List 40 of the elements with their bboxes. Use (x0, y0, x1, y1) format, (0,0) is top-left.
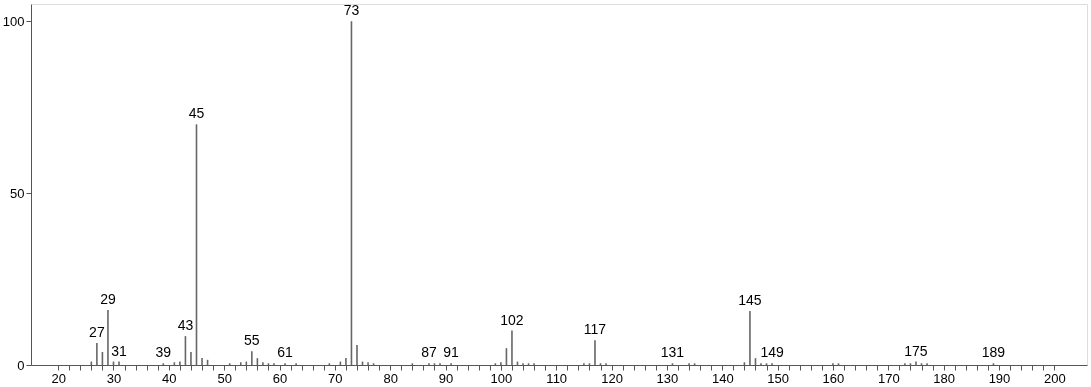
x-tick-label: 80 (383, 370, 398, 386)
x-tick-label: 60 (272, 370, 288, 386)
annotation: 55 (244, 332, 260, 349)
x-tick-label: 50 (217, 370, 232, 386)
y-tick-label: 50 (10, 185, 25, 201)
annotation: 117 (583, 321, 607, 338)
x-tick-label: 110 (546, 370, 568, 386)
annotation: 145 (738, 292, 762, 309)
x-tick-label: 40 (162, 370, 177, 386)
x-tick-label: 150 (767, 370, 789, 386)
annotation: 73 (343, 2, 360, 19)
annotation: 131 (660, 344, 685, 361)
x-tick-label: 200 (1043, 370, 1066, 386)
annotation: 91 (443, 344, 460, 361)
annotation: 45 (188, 105, 205, 122)
annotation: 175 (904, 342, 928, 359)
x-tick-label: 70 (328, 370, 343, 386)
annotation: 61 (277, 344, 294, 361)
annotation: 31 (111, 342, 128, 359)
y-tick-label: 0 (17, 357, 25, 373)
x-tick-label: 20 (51, 370, 66, 386)
x-tick-label: 30 (106, 370, 122, 386)
x-tick-label: 130 (656, 370, 679, 386)
x-tick-label: 120 (601, 370, 623, 386)
annotation: 102 (500, 311, 524, 328)
x-tick-label: 90 (438, 370, 454, 386)
annotation: 87 (421, 344, 437, 361)
x-tick-label: 170 (877, 370, 900, 386)
y-tick-label: 100 (2, 13, 25, 29)
annotation: 149 (760, 344, 784, 361)
x-tick-label: 140 (711, 370, 734, 386)
x-tick-label: 190 (988, 370, 1011, 386)
x-tick-label: 100 (490, 370, 513, 386)
x-tick-label: 180 (933, 370, 955, 386)
annotation: 27 (89, 324, 105, 340)
x-tick-label: 160 (822, 370, 845, 386)
annotation: 189 (981, 344, 1006, 361)
annotation: 43 (177, 317, 194, 334)
annotation: 29 (100, 290, 116, 307)
annotation: 39 (155, 344, 172, 361)
